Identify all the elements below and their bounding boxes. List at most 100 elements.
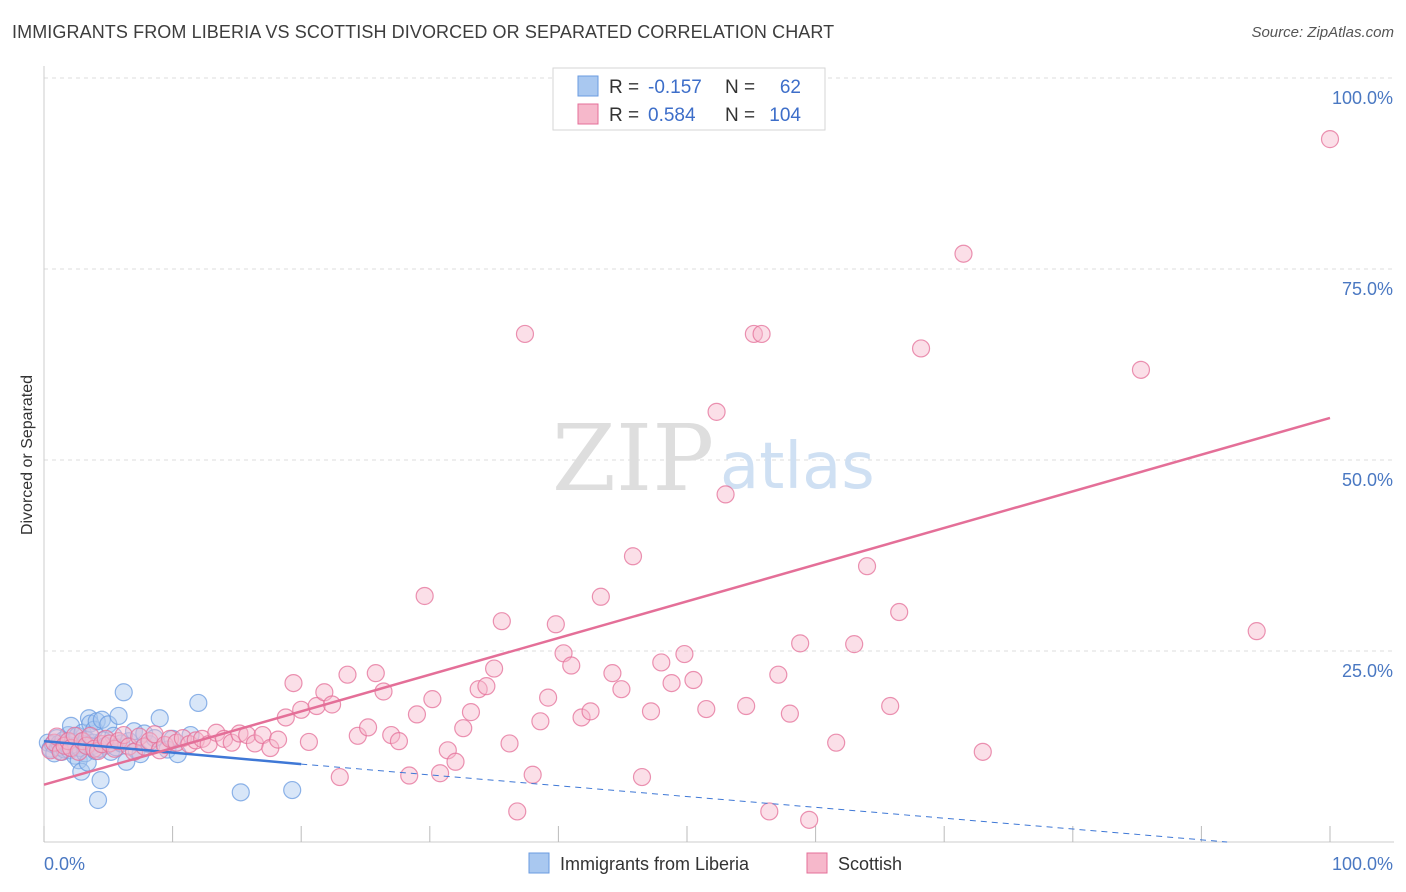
liberia-point [91, 771, 110, 790]
chart-title: IMMIGRANTS FROM LIBERIA VS SCOTTISH DIVO… [12, 22, 835, 42]
scottish-trend-line [43, 416, 1331, 786]
scottish-point [515, 324, 535, 344]
grid-lines [44, 77, 1394, 652]
scottish-point [546, 615, 565, 634]
scottish-point [562, 656, 581, 675]
legend-r-value: 0.584 [648, 105, 696, 126]
scottish-point [130, 727, 149, 746]
liberia-point [88, 790, 108, 810]
liberia-point [150, 709, 169, 728]
scottish-point [531, 712, 550, 731]
scottish-point [492, 612, 511, 631]
scottish-point [358, 718, 378, 737]
scottish-point [780, 704, 799, 723]
scottish-point [539, 688, 558, 707]
liberia-trend-extension [301, 763, 1228, 843]
legend-swatch-scottish [806, 852, 828, 874]
scottish-point [716, 485, 735, 504]
legend-swatch-liberia [528, 852, 550, 874]
y-tick-label: 100.0% [1332, 88, 1393, 108]
scottish-point [330, 767, 349, 787]
scottish-point [752, 324, 771, 344]
y-tick-label: 75.0% [1342, 279, 1393, 299]
scottish-point [603, 664, 622, 683]
liberia-point [109, 706, 128, 726]
liberia-point [189, 693, 208, 713]
scottish-point [454, 719, 473, 738]
scottish-point [632, 767, 652, 787]
trend-lines [43, 416, 1331, 843]
scottish-point [461, 703, 481, 722]
scottish-point [707, 402, 726, 421]
scottish-point [423, 690, 442, 709]
scottish-point [911, 339, 931, 358]
legend-r-label: R = [609, 77, 639, 98]
scottish-point [641, 702, 661, 721]
legend-n-label: N = [725, 105, 755, 126]
y-tick-label: 50.0% [1342, 470, 1393, 490]
liberia-trend-line [43, 739, 302, 766]
scottish-point [591, 587, 610, 606]
y-tick-labels: 25.0% 50.0% 75.0% 100.0% [1332, 88, 1393, 681]
legend-swatch-liberia [577, 75, 599, 97]
y-tick-label: 25.0% [1342, 661, 1393, 681]
scottish-point [881, 696, 900, 716]
axes [43, 66, 1394, 843]
legend-n-value: 62 [780, 77, 801, 98]
scottish-point [299, 732, 319, 752]
x-tick-label: 0.0% [44, 854, 85, 874]
legend-r-label: R = [609, 105, 639, 126]
watermark-atlas: atlas [720, 430, 875, 504]
liberia-point [61, 716, 81, 735]
scottish-point [477, 677, 496, 696]
scottish-point [500, 734, 519, 753]
scottish-point [389, 732, 409, 751]
scottish-point [523, 765, 542, 784]
legend-label-scottish: Scottish [838, 854, 902, 874]
scottish-point [791, 634, 810, 653]
x-tick-labels: 0.0% 100.0% [44, 854, 1393, 874]
legend-n-value: 104 [769, 105, 801, 126]
legend-n-label: N = [725, 77, 755, 98]
liberia-point [283, 780, 302, 800]
scottish-point [827, 733, 846, 752]
scottish-point [652, 653, 671, 672]
scottish-point [508, 802, 527, 821]
scottish-point [662, 673, 681, 693]
scottish-point [769, 665, 788, 684]
legend-r-value: -0.157 [648, 77, 702, 98]
scottish-point [430, 764, 450, 783]
legend-swatch-scottish [577, 103, 599, 125]
liberia-point [114, 683, 133, 702]
scottish-point [954, 244, 973, 263]
watermark: ZIP atlas [552, 405, 875, 512]
watermark-zip: ZIP [552, 405, 714, 512]
scottish-point [684, 670, 703, 690]
scottish-point [697, 699, 716, 719]
scottish-point [284, 673, 303, 693]
scottish-point [114, 725, 133, 745]
scottish-point [744, 324, 763, 344]
scottish-point [400, 766, 419, 785]
scottish-point [446, 752, 465, 771]
scottish-point [222, 733, 241, 752]
scottish-point [415, 586, 434, 606]
scottish-point [612, 680, 631, 699]
series-legend: Immigrants from Liberia Scottish [528, 852, 902, 874]
scottish-point [338, 665, 357, 684]
correlation-legend: R = -0.157 N = 62 R = 0.584 N = 104 [552, 67, 826, 131]
legend-label-liberia: Immigrants from Liberia [560, 854, 750, 874]
scottish-point [1247, 622, 1266, 641]
scottish-point [366, 664, 385, 683]
scottish-point [485, 659, 504, 678]
scottish-point [800, 810, 819, 829]
scottish-point [973, 742, 992, 761]
scottish-point [581, 702, 600, 721]
scottish-point [857, 557, 877, 576]
scottish-point [1131, 360, 1151, 379]
scottish-point [623, 547, 643, 566]
liberia-point [231, 783, 250, 802]
scottish-point [890, 602, 909, 622]
scottish-point [407, 705, 427, 724]
